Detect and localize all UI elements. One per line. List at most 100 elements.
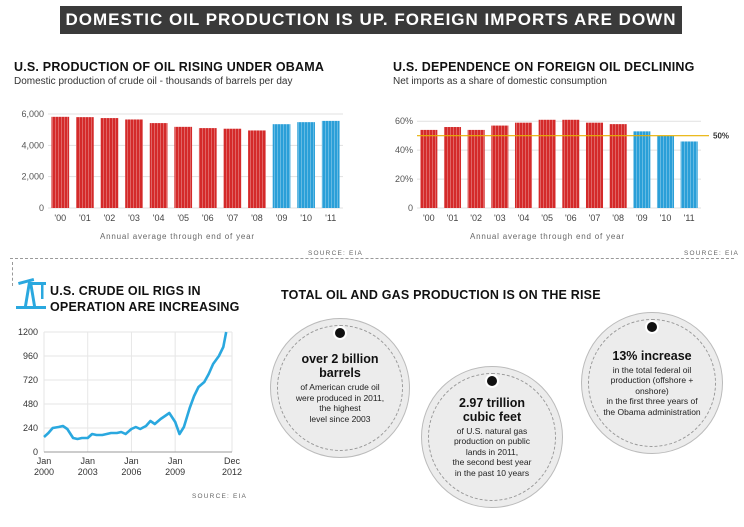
bar: [321, 120, 340, 208]
x-tick-label: '01: [79, 213, 91, 223]
oil-rig-icon: [16, 277, 46, 309]
x-tick-label: '06: [565, 213, 577, 223]
bar: [223, 128, 242, 208]
rigs-source: SOURCE: EIA: [192, 493, 248, 500]
y-tick-label: 720: [23, 375, 38, 385]
bubble2-small4: the second best year: [452, 457, 532, 468]
production-note: Annual average through end of year: [100, 232, 255, 241]
bar: [125, 119, 143, 208]
rigs-title-line2: OPERATION ARE INCREASING: [50, 300, 240, 314]
x-tick-label: '10: [300, 213, 312, 223]
bar: [198, 128, 217, 208]
x-tick-label: '11: [325, 213, 336, 223]
x-tick-year: 2009: [165, 467, 185, 477]
bar: [76, 117, 94, 208]
rig-count-line: [43, 331, 228, 441]
bar: [562, 119, 580, 208]
x-tick-label: '05: [177, 213, 189, 223]
x-tick-label: '02: [470, 213, 482, 223]
bubble1-small1: of American crude oil: [300, 382, 380, 392]
bubble-oil-barrels: over 2 billion barrels of American crude…: [270, 318, 410, 458]
y-tick-label: 20%: [395, 174, 413, 184]
bubble2-small3: lands in 2011,: [465, 446, 519, 457]
bubble2-small2: production on public: [453, 436, 531, 447]
x-tick-label: '00: [54, 213, 66, 223]
x-tick-month: Jan: [37, 456, 52, 466]
bubble1-small4: level since 2003: [309, 413, 371, 424]
dependence-note: Annual average through end of year: [470, 232, 625, 241]
x-tick-label: '11: [684, 213, 695, 223]
x-tick-month: Jan: [124, 456, 139, 466]
bubble1-big2: barrels: [319, 366, 361, 380]
bubble1-small3: the highest: [319, 403, 361, 413]
bar: [514, 122, 533, 208]
x-tick-label: '03: [128, 213, 140, 223]
bubble2-small1: of U.S. natural gas: [456, 425, 528, 436]
bar: [100, 118, 119, 208]
x-tick-year: 2003: [78, 467, 98, 477]
x-tick-label: '04: [153, 213, 165, 223]
y-tick-label: 0: [408, 203, 413, 213]
bubble3-small4: the Obama administration: [603, 406, 701, 417]
bar: [585, 122, 604, 208]
pin-icon: [487, 376, 497, 386]
bar: [297, 122, 315, 208]
x-tick-label: '01: [447, 213, 459, 223]
bubble1-big1: over 2 billion: [301, 352, 379, 366]
pin-icon: [335, 328, 345, 338]
x-tick-label: '08: [612, 213, 624, 223]
production-rise-title: TOTAL OIL AND GAS PRODUCTION IS ON THE R…: [281, 288, 601, 302]
x-tick-year: 2012: [222, 467, 242, 477]
x-tick-label: '05: [541, 213, 553, 223]
x-tick-month: Dec: [224, 456, 241, 466]
y-tick-label: 40%: [395, 145, 413, 155]
reference-label: 50%: [713, 132, 729, 141]
dependence-chart: 0 20% 40% 60% '00 '01 '02 '03 '04 '05 '06 '07 '08 '09…: [395, 116, 729, 223]
x-tick-year: 2006: [121, 467, 141, 477]
x-tick-year: 2000: [34, 467, 54, 477]
dependence-title: U.S. DEPENDENCE ON FOREIGN OIL DECLINING: [393, 60, 695, 74]
y-tick-label: 6,000: [21, 109, 44, 119]
y-tick-label: 480: [23, 399, 38, 409]
dependence-panel: U.S. DEPENDENCE ON FOREIGN OIL DECLINING…: [393, 60, 738, 87]
production-subtitle: Domestic production of crude oil - thous…: [14, 76, 293, 87]
bar: [420, 129, 438, 208]
y-tick-label: 240: [23, 423, 38, 433]
x-tick-label: '07: [227, 213, 239, 223]
bubble3-small1: in the total federal oil: [612, 364, 692, 375]
bubble2-big2: cubic feet: [462, 409, 522, 424]
bubble-ring: [277, 325, 403, 451]
bubble2-big1: 2.97 trillion: [459, 395, 525, 410]
x-tick-label: '04: [518, 213, 530, 223]
x-tick-label: '08: [251, 213, 263, 223]
y-tick-label: 960: [23, 351, 38, 361]
bubble-federal-oil: 13% increase in the total federal oil pr…: [581, 312, 723, 454]
x-tick-label: '10: [660, 213, 672, 223]
y-tick-label: 1200: [18, 327, 38, 337]
production-panel: U.S. PRODUCTION OF OIL RISING UNDER OBAM…: [14, 60, 364, 87]
x-tick-label: '07: [589, 213, 601, 223]
divider-left: [12, 262, 13, 286]
dependence-subtitle: Net imports as a share of domestic consu…: [393, 76, 607, 87]
bar: [633, 131, 651, 208]
production-title: U.S. PRODUCTION OF OIL RISING UNDER OBAM…: [14, 60, 325, 74]
pin-icon: [647, 322, 657, 332]
bar: [538, 119, 556, 208]
x-tick-label: '02: [104, 213, 116, 223]
x-tick-label: '09: [276, 213, 288, 223]
bubble2-small5: in the past 10 years: [454, 467, 530, 478]
production-source: SOURCE: EIA: [308, 250, 364, 257]
divider-top: [10, 258, 734, 259]
x-tick-label: '03: [494, 213, 506, 223]
bar: [174, 126, 193, 208]
x-tick-label: '00: [423, 213, 435, 223]
y-tick-label: 0: [33, 447, 38, 457]
bar: [51, 116, 70, 208]
rigs-title-line1: U.S. CRUDE OIL RIGS IN: [50, 284, 201, 298]
y-tick-label: 60%: [395, 116, 413, 126]
bar: [149, 123, 168, 208]
bar: [656, 135, 675, 208]
bubble3-small2: production (offshore + onshore): [610, 375, 694, 396]
bubble1-small2: were produced in 2011,: [295, 392, 385, 403]
bar: [609, 124, 627, 208]
